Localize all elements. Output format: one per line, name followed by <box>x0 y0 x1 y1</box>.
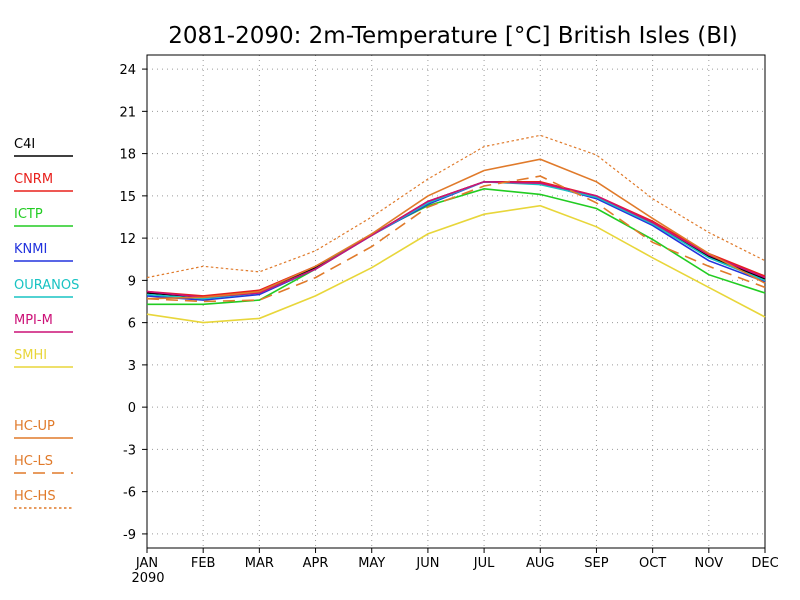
x-tick-label: DEC <box>751 556 778 571</box>
x-axis-year-label: 2090 <box>131 571 164 586</box>
y-tick-label: -6 <box>123 486 136 501</box>
y-tick-label: 3 <box>128 359 136 374</box>
x-tick-label: FEB <box>191 556 216 571</box>
y-tick-label: 18 <box>119 148 136 163</box>
series-line-ictp <box>147 187 766 306</box>
y-tick-label: 6 <box>128 317 136 332</box>
x-tick-label: OCT <box>639 556 666 571</box>
series-line-hc-ls <box>146 175 766 303</box>
legend-label: HC-HS <box>14 489 56 504</box>
y-tick-label: 15 <box>119 190 136 205</box>
x-tick-label: APR <box>303 556 329 571</box>
y-tick-label: 9 <box>128 274 136 289</box>
series-line-hc-up <box>146 158 766 300</box>
y-tick-label: 24 <box>119 63 136 78</box>
x-tick-label: AUG <box>526 556 554 571</box>
series-line-ouranos <box>146 180 766 300</box>
x-tick-label: MAR <box>245 556 274 571</box>
y-tick-label: -9 <box>123 528 136 543</box>
x-tick-label: JUL <box>473 556 495 571</box>
y-tick-label: 0 <box>128 401 136 416</box>
legend-label: OURANOS <box>14 278 79 293</box>
x-axis: JAN FEB MAR APR MAY JUN JUL AUG SEP OCT NOV DEC <box>135 548 779 571</box>
legend-label: ICTP <box>14 207 43 222</box>
legend-label: HC-UP <box>14 419 55 434</box>
series-line-mpi-m <box>146 180 766 299</box>
x-tick-label: JUN <box>415 556 439 571</box>
series-line-smhi <box>146 204 766 324</box>
legend-label: HC-LS <box>14 454 53 469</box>
chart-title: 2081-2090: 2m-Temperature [°C] British I… <box>168 23 738 49</box>
legend-label: MPI-M <box>14 313 53 328</box>
series-line-knmi <box>146 180 766 301</box>
series-line-cnrm <box>146 181 766 297</box>
series-line-hc-hs <box>146 134 766 279</box>
legend-label: CNRM <box>14 172 53 187</box>
x-tick-label: JAN <box>135 556 158 571</box>
legend: C4I CNRM ICTP KNMI OURANOS MPI-M SMHI HC-UP HC-L… <box>14 137 79 509</box>
series-lines <box>146 134 766 324</box>
y-tick-label: -3 <box>123 443 136 458</box>
grid-lines <box>147 55 765 548</box>
x-tick-label: NOV <box>695 556 724 571</box>
x-tick-label: MAY <box>358 556 385 571</box>
legend-label: C4I <box>14 137 35 152</box>
legend-label: KNMI <box>14 242 47 257</box>
y-tick-label: 21 <box>119 105 136 120</box>
legend-label: SMHI <box>14 348 47 363</box>
plot-area-frame <box>146 54 766 549</box>
y-tick-label: 12 <box>119 232 136 247</box>
x-tick-label: SEP <box>584 556 608 571</box>
y-axis: -9 -6 -3 0 3 6 9 12 15 18 21 24 <box>119 63 147 543</box>
